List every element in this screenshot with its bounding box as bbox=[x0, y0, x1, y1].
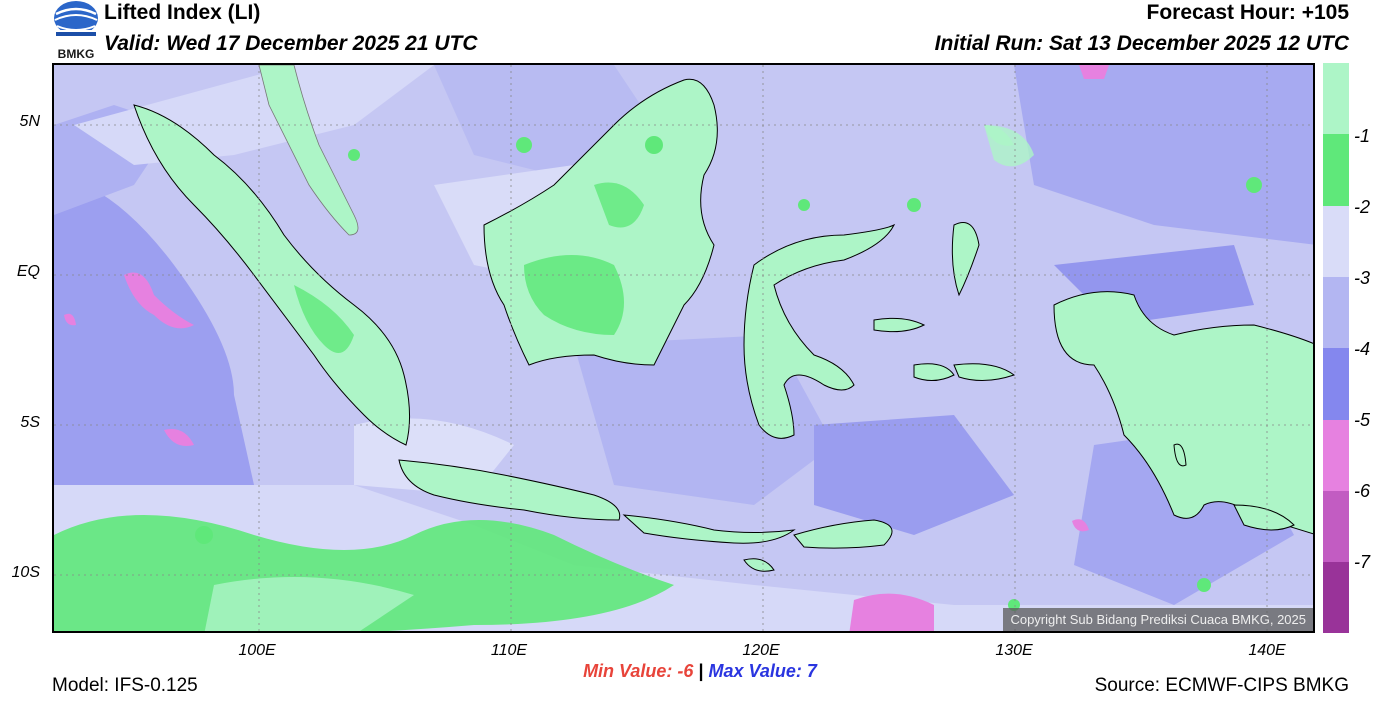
low-li-spot bbox=[64, 313, 76, 326]
low-li-spot bbox=[124, 272, 194, 329]
value-separator: | bbox=[698, 661, 704, 681]
forecast-hour: Forecast Hour: +105 bbox=[1146, 1, 1350, 24]
graticule bbox=[54, 65, 1313, 631]
logo-text: BMKG bbox=[58, 47, 95, 60]
colorbar-segment bbox=[1323, 348, 1349, 420]
max-value: 7 bbox=[806, 661, 817, 681]
valid-time: Valid: Wed 17 December 2025 21 UTC bbox=[104, 32, 478, 55]
data-source: Source: ECMWF-CIPS BMKG bbox=[1094, 675, 1349, 696]
initial-run: Initial Run: Sat 13 December 2025 12 UTC bbox=[934, 32, 1349, 55]
min-value-label: Min Value: bbox=[583, 661, 673, 681]
colorbar-segment bbox=[1323, 277, 1349, 348]
colorbar-segment bbox=[1323, 420, 1349, 491]
lat-label-5s: 5S bbox=[20, 414, 40, 431]
low-li-spot bbox=[1072, 519, 1089, 532]
colorbar-segment bbox=[1323, 562, 1349, 633]
indian-ocean-low-area bbox=[54, 175, 254, 485]
low-li-spot bbox=[1079, 65, 1109, 79]
lifted-index-map: Copyright Sub Bidang Prediksi Cuaca BMKG… bbox=[52, 63, 1315, 633]
colorbar-segment bbox=[1323, 491, 1349, 562]
bmkg-logo: BMKG bbox=[54, 1, 98, 60]
colorbar-segment bbox=[1323, 63, 1349, 134]
lat-label-5n: 5N bbox=[19, 113, 40, 130]
lon-label-100e: 100E bbox=[238, 642, 276, 659]
colorbar bbox=[1323, 63, 1349, 633]
ocean-green-area bbox=[54, 515, 674, 631]
colorbar-label: -7 bbox=[1354, 552, 1371, 572]
lon-label-130e: 130E bbox=[995, 642, 1033, 659]
lat-label-10s: 10S bbox=[11, 564, 40, 581]
colorbar-label: -3 bbox=[1354, 268, 1371, 288]
colorbar-segment bbox=[1323, 206, 1349, 277]
colorbar-label: -5 bbox=[1354, 410, 1371, 430]
model-name: Model: IFS-0.125 bbox=[52, 675, 198, 696]
lesser-sunda-islands bbox=[622, 514, 796, 544]
sulawesi-island bbox=[743, 223, 896, 439]
colorbar-label: -4 bbox=[1354, 339, 1371, 359]
colorbar-label: -1 bbox=[1354, 126, 1371, 146]
low-li-spot bbox=[164, 429, 194, 446]
lon-label-120e: 120E bbox=[742, 642, 780, 659]
min-max-values: Min Value: -6 | Max Value: 7 bbox=[0, 661, 1400, 682]
colorbar-label: -2 bbox=[1354, 197, 1371, 217]
chart-title: Lifted Index (LI) bbox=[104, 1, 261, 24]
max-value-label: Max Value: bbox=[708, 661, 802, 681]
map-canvas bbox=[54, 65, 1313, 631]
colorbar-segment bbox=[1323, 134, 1349, 206]
copyright-notice: Copyright Sub Bidang Prediksi Cuaca BMKG… bbox=[1003, 608, 1313, 631]
malay-peninsula bbox=[258, 65, 359, 236]
lat-label-eq: EQ bbox=[16, 263, 40, 280]
colorbar-label: -6 bbox=[1354, 481, 1371, 501]
low-li-spot bbox=[849, 593, 934, 631]
halmahera-island bbox=[951, 222, 980, 297]
min-value: -6 bbox=[677, 661, 694, 681]
lon-label-110e: 110E bbox=[490, 642, 528, 659]
java-island bbox=[398, 459, 621, 521]
lon-label-140e: 140E bbox=[1248, 642, 1286, 659]
